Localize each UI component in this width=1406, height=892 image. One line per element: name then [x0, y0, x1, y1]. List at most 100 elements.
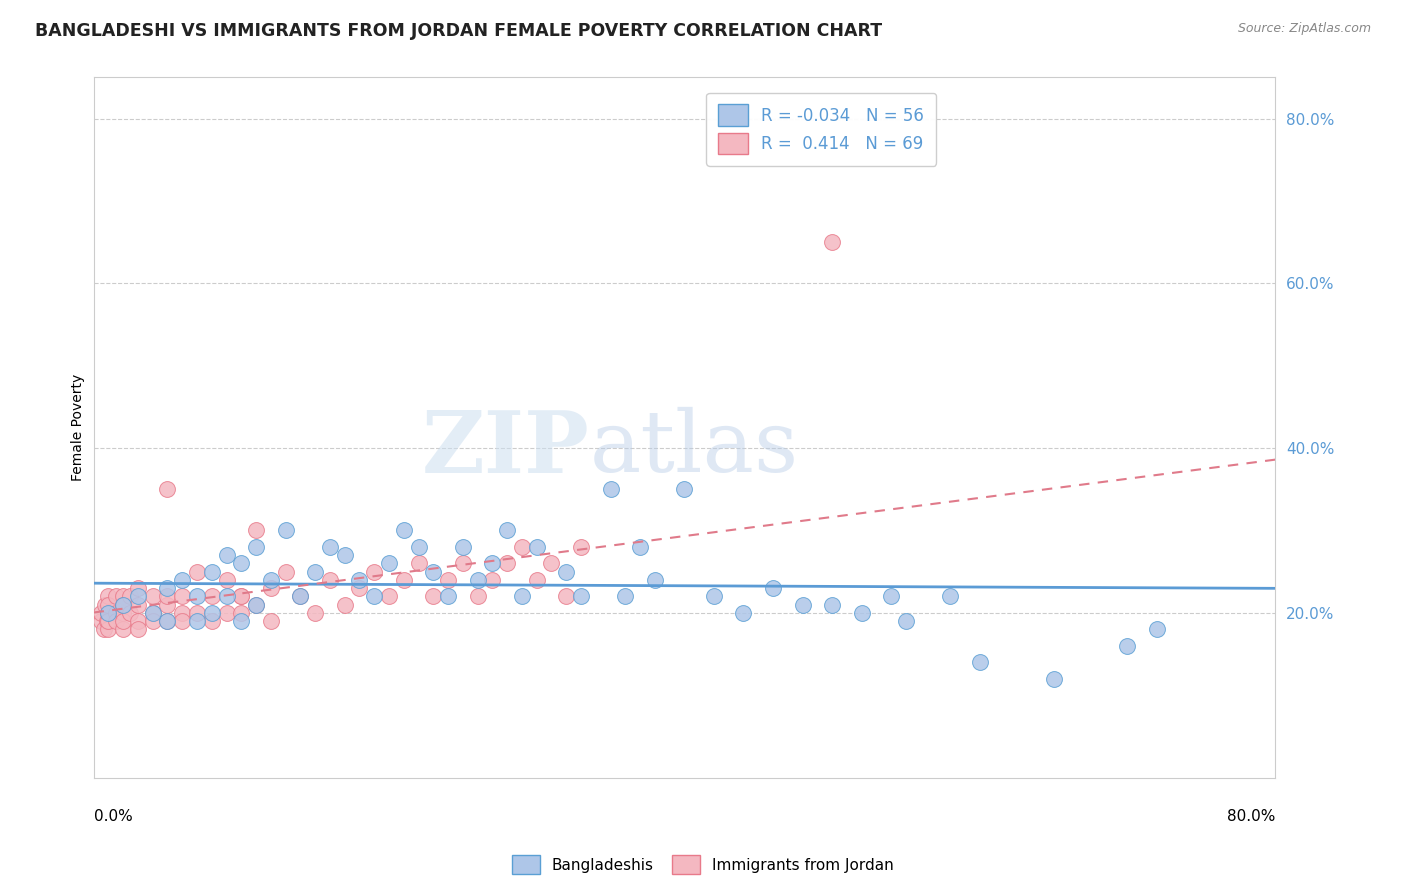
Point	[333, 548, 356, 562]
Point	[104, 590, 127, 604]
Point	[120, 590, 142, 604]
Point	[451, 540, 474, 554]
Point	[260, 581, 283, 595]
Point	[969, 655, 991, 669]
Point	[231, 606, 253, 620]
Point	[481, 573, 503, 587]
Point	[127, 614, 149, 628]
Point	[496, 557, 519, 571]
Point	[510, 540, 533, 554]
Point	[97, 606, 120, 620]
Text: BANGLADESHI VS IMMIGRANTS FROM JORDAN FEMALE POVERTY CORRELATION CHART: BANGLADESHI VS IMMIGRANTS FROM JORDAN FE…	[35, 22, 883, 40]
Legend: R = -0.034   N = 56, R =  0.414   N = 69: R = -0.034 N = 56, R = 0.414 N = 69	[706, 93, 936, 166]
Point	[215, 590, 238, 604]
Text: Source: ZipAtlas.com: Source: ZipAtlas.com	[1237, 22, 1371, 36]
Point	[156, 581, 179, 595]
Point	[555, 565, 578, 579]
Point	[231, 590, 253, 604]
Point	[733, 606, 755, 620]
Point	[821, 235, 844, 249]
Point	[201, 590, 224, 604]
Point	[172, 606, 194, 620]
Point	[215, 573, 238, 587]
Point	[540, 557, 562, 571]
Legend: Bangladeshis, Immigrants from Jordan: Bangladeshis, Immigrants from Jordan	[506, 849, 900, 880]
Point	[142, 614, 165, 628]
Point	[422, 565, 444, 579]
Point	[94, 598, 117, 612]
Point	[96, 614, 118, 628]
Point	[880, 590, 903, 604]
Point	[231, 557, 253, 571]
Text: 0.0%: 0.0%	[94, 809, 132, 824]
Point	[142, 606, 165, 620]
Point	[349, 581, 371, 595]
Point	[467, 573, 489, 587]
Point	[127, 590, 149, 604]
Point	[821, 598, 844, 612]
Point	[363, 565, 385, 579]
Point	[112, 614, 135, 628]
Point	[304, 606, 326, 620]
Point	[422, 590, 444, 604]
Point	[186, 606, 208, 620]
Point	[260, 614, 283, 628]
Point	[510, 590, 533, 604]
Point	[304, 565, 326, 579]
Point	[673, 483, 696, 497]
Y-axis label: Female Poverty: Female Poverty	[72, 374, 86, 481]
Point	[260, 573, 283, 587]
Point	[104, 606, 127, 620]
Point	[378, 557, 401, 571]
Point	[97, 590, 120, 604]
Point	[127, 623, 149, 637]
Point	[569, 540, 592, 554]
Point	[127, 598, 149, 612]
Point	[215, 606, 238, 620]
Point	[392, 524, 415, 538]
Point	[378, 590, 401, 604]
Point	[1146, 623, 1168, 637]
Point	[333, 598, 356, 612]
Point	[274, 565, 297, 579]
Point	[290, 590, 312, 604]
Point	[467, 590, 489, 604]
Point	[569, 590, 592, 604]
Point	[231, 614, 253, 628]
Point	[245, 598, 267, 612]
Point	[851, 606, 873, 620]
Point	[215, 548, 238, 562]
Point	[172, 573, 194, 587]
Point	[186, 590, 208, 604]
Point	[363, 590, 385, 604]
Point	[245, 524, 267, 538]
Point	[142, 606, 165, 620]
Point	[290, 590, 312, 604]
Point	[156, 614, 179, 628]
Point	[97, 598, 120, 612]
Point	[93, 623, 115, 637]
Point	[245, 540, 267, 554]
Point	[628, 540, 651, 554]
Point	[97, 623, 120, 637]
Point	[644, 573, 666, 587]
Point	[437, 590, 460, 604]
Point	[481, 557, 503, 571]
Point	[112, 623, 135, 637]
Point	[451, 557, 474, 571]
Point	[156, 483, 179, 497]
Point	[112, 598, 135, 612]
Point	[201, 565, 224, 579]
Point	[186, 614, 208, 628]
Point	[526, 540, 548, 554]
Point	[97, 614, 120, 628]
Point	[120, 606, 142, 620]
Point	[156, 614, 179, 628]
Point	[408, 557, 430, 571]
Point	[392, 573, 415, 587]
Text: ZIP: ZIP	[422, 407, 591, 491]
Point	[1042, 672, 1064, 686]
Point	[1116, 639, 1139, 653]
Point	[127, 581, 149, 595]
Point	[172, 614, 194, 628]
